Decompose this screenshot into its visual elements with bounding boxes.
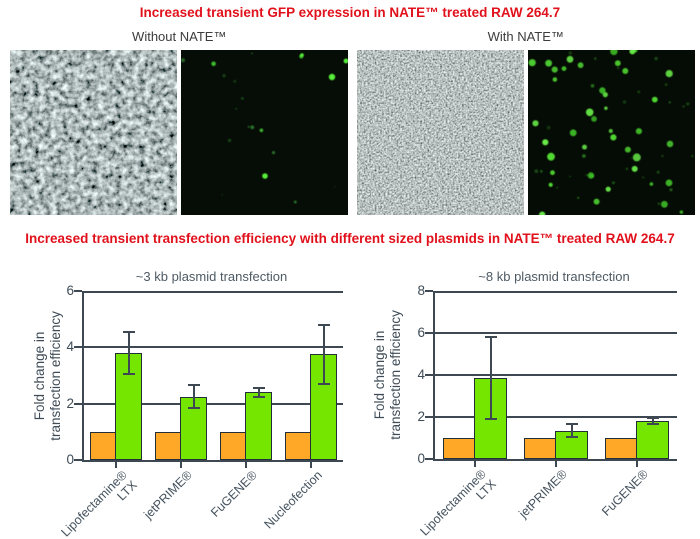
x-tick-mark bbox=[244, 462, 247, 468]
micrograph-panels bbox=[356, 50, 696, 215]
bar-control bbox=[219, 431, 246, 460]
error-bar-cap-top bbox=[566, 423, 578, 426]
bar-control bbox=[155, 431, 182, 460]
error-bar-line bbox=[322, 324, 325, 384]
micrograph-group-without-nate: Without NATE™ bbox=[10, 29, 349, 215]
micrograph-group-label: Without NATE™ bbox=[132, 29, 227, 44]
phase-noise-texture bbox=[356, 50, 524, 215]
y-tick-mark bbox=[425, 416, 433, 418]
error-bar-cap-top bbox=[485, 336, 498, 339]
figure-title-transfection-efficiency: Increased transient transfection efficie… bbox=[25, 231, 675, 246]
charts-section: ~3 kb plasmid transfection Fold change i… bbox=[0, 269, 700, 539]
error-bar-cap-bottom bbox=[317, 382, 330, 385]
gridline bbox=[84, 346, 343, 349]
gridline bbox=[84, 291, 343, 293]
bar-nate-treated bbox=[635, 421, 669, 459]
y-tick-mark bbox=[74, 290, 82, 292]
gfp-fluorescence-image-with-nate bbox=[527, 50, 695, 215]
bar-control bbox=[604, 438, 637, 459]
bar-chart-3kb-plasmid: ~3 kb plasmid transfection Fold change i… bbox=[18, 269, 348, 539]
y-tick-mark bbox=[425, 332, 433, 334]
error-bar-line bbox=[128, 331, 131, 375]
y-tick-mark bbox=[74, 402, 82, 405]
error-bar-cap-bottom bbox=[485, 418, 498, 421]
chart-title: ~3 kb plasmid transfection bbox=[135, 269, 288, 284]
y-tick-label: 2 bbox=[66, 395, 74, 411]
error-bar-line bbox=[490, 337, 493, 420]
error-bar-cap-top bbox=[317, 323, 330, 326]
error-bar-cap-bottom bbox=[123, 373, 136, 376]
error-bar-line bbox=[651, 418, 654, 425]
y-tick-label: 4 bbox=[66, 339, 74, 355]
x-category-label: Lipofectamine® LTX bbox=[417, 467, 500, 539]
error-bar-cap-bottom bbox=[188, 406, 201, 409]
plot-area bbox=[433, 291, 677, 467]
y-tick-label: 8 bbox=[417, 283, 425, 298]
error-bar-line bbox=[571, 424, 573, 437]
bar-control bbox=[443, 438, 476, 459]
error-bar-cap-top bbox=[646, 417, 659, 420]
micrograph-group-with-nate: With NATE™ bbox=[356, 29, 696, 215]
error-bar-line bbox=[257, 388, 260, 397]
phase-contrast-image-with-nate bbox=[356, 50, 524, 215]
x-tick-mark bbox=[635, 461, 638, 467]
gridline bbox=[435, 416, 677, 418]
y-tick-mark bbox=[425, 290, 433, 292]
error-bar-cap-bottom bbox=[566, 435, 578, 438]
x-tick-mark bbox=[474, 461, 477, 467]
gridline bbox=[435, 332, 677, 334]
phase-noise-texture bbox=[10, 50, 177, 215]
bar-nate-treated bbox=[309, 354, 337, 460]
gridline bbox=[84, 402, 343, 405]
gfp-cells bbox=[181, 52, 348, 204]
y-tick-label: 6 bbox=[66, 283, 74, 298]
x-tick-mark bbox=[180, 462, 183, 468]
y-axis-label: Fold change in transfection efficiency bbox=[32, 310, 64, 441]
y-tick-mark bbox=[74, 459, 82, 461]
error-bar-cap-top bbox=[123, 330, 136, 333]
gfp-cells bbox=[528, 50, 694, 215]
x-tick-mark bbox=[115, 462, 118, 468]
gridline bbox=[435, 291, 677, 293]
y-tick-label: 4 bbox=[417, 367, 425, 382]
phase-contrast-image-without-nate bbox=[10, 50, 177, 215]
error-bar-cap-top bbox=[188, 384, 201, 387]
micrograph-group-label: With NATE™ bbox=[487, 29, 564, 44]
plot-area bbox=[82, 291, 343, 468]
bar-chart-8kb-plasmid: ~8 kb plasmid transfection Fold change i… bbox=[358, 269, 688, 538]
bar-nate-treated bbox=[244, 392, 272, 460]
error-bar-cap-bottom bbox=[646, 423, 659, 426]
y-tick-label: 2 bbox=[417, 409, 425, 424]
y-tick-mark bbox=[425, 374, 433, 376]
bar-control bbox=[284, 431, 311, 460]
y-tick-label: 0 bbox=[66, 452, 74, 467]
chart-title: ~8 kb plasmid transfection bbox=[478, 269, 630, 284]
x-category-label: FuGENE® bbox=[207, 468, 260, 520]
y-axis-label-wrap: Fold change in transfection efficiency bbox=[28, 291, 68, 460]
gridline bbox=[435, 374, 677, 376]
gfp-fluorescence-image-without-nate bbox=[181, 50, 348, 215]
x-category-label: Nucleofection bbox=[261, 468, 325, 532]
error-bar-cap-top bbox=[252, 387, 265, 390]
micrograph-panels bbox=[10, 50, 349, 215]
y-tick-mark bbox=[74, 346, 82, 349]
figure-title-gfp-expression: Increased transient GFP expression in NA… bbox=[139, 5, 561, 20]
y-tick-label: 6 bbox=[417, 325, 425, 340]
error-bar-line bbox=[193, 385, 196, 408]
y-tick-label: 0 bbox=[417, 451, 425, 466]
y-tick-mark bbox=[425, 458, 433, 460]
micrograph-section: Without NATE™ With NATE™ bbox=[0, 29, 700, 215]
bar-control bbox=[90, 431, 117, 460]
x-tick-mark bbox=[555, 461, 557, 467]
error-bar-cap-bottom bbox=[252, 395, 265, 398]
bar-control bbox=[524, 438, 556, 459]
x-tick-mark bbox=[309, 462, 312, 468]
